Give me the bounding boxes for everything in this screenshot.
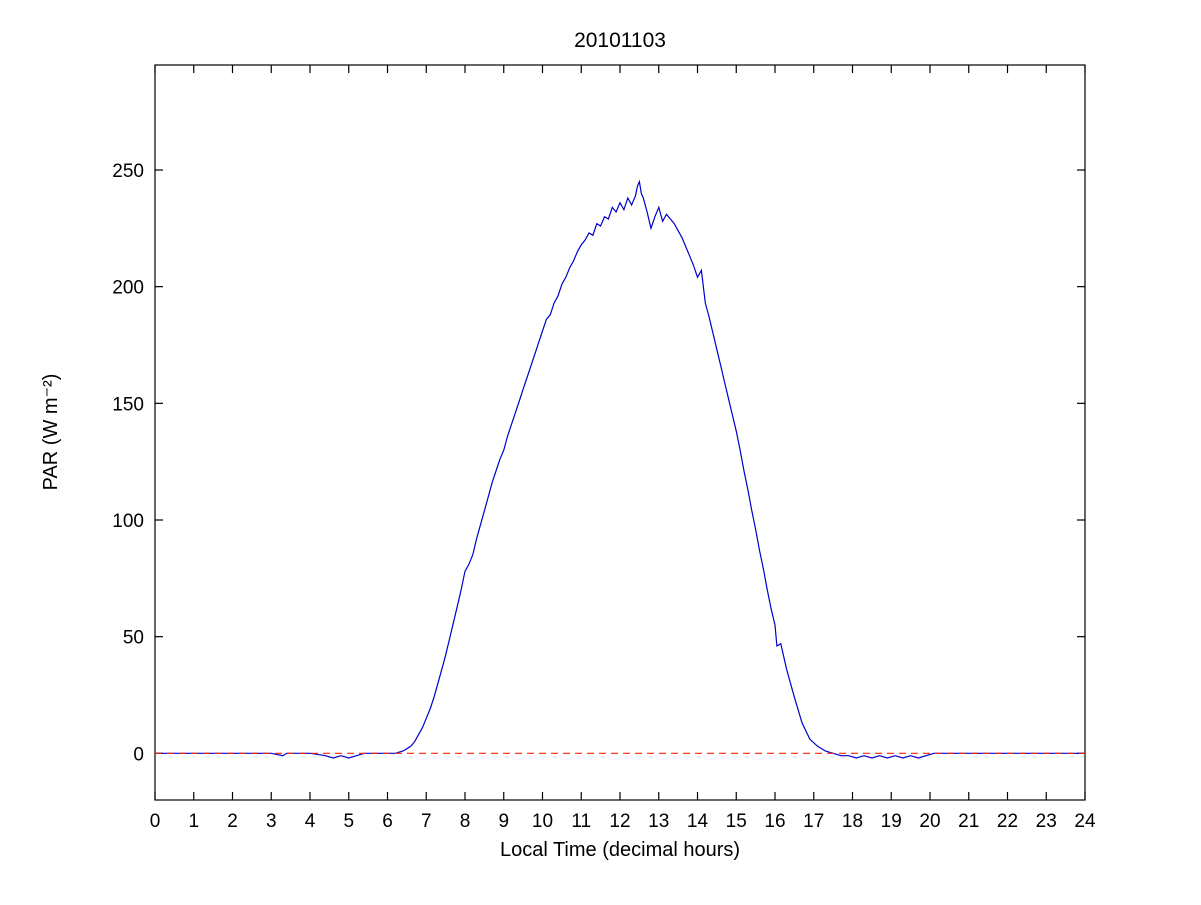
x-tick-label: 15 (726, 811, 747, 832)
par-series-line (155, 179, 1085, 759)
y-axis-label: PAR (W m⁻²) (40, 374, 62, 491)
x-tick-label: 3 (266, 811, 277, 832)
x-tick-label: 11 (571, 811, 591, 832)
x-tick-label: 23 (1036, 811, 1057, 832)
y-tick-label: 50 (123, 628, 144, 649)
x-tick-label: 8 (460, 811, 471, 832)
x-tick-label: 16 (764, 811, 785, 832)
x-tick-label: 5 (343, 811, 354, 832)
axes: 0 1 2 3 4 5 6 7 8 9 10 11 12 13 14 15 16 17 18 19 20 21 22 23 24… (112, 64, 1096, 832)
x-tick-label: 1 (188, 811, 199, 832)
x-tick-label: 4 (305, 811, 316, 832)
x-tick-label: 10 (532, 811, 553, 832)
x-tick-label: 7 (421, 811, 432, 832)
y-tick-label: 250 (112, 161, 144, 182)
x-tick-label: 14 (687, 811, 709, 832)
x-tick-label: 9 (498, 811, 509, 832)
y-tick-label: 150 (112, 394, 144, 415)
axis-box (154, 64, 1086, 801)
x-tick-label: 24 (1074, 811, 1096, 832)
x-tick-label: 19 (881, 811, 902, 832)
y-tick-label: 200 (112, 278, 144, 299)
chart-title: 20101103 (574, 29, 666, 52)
x-tick-label: 6 (382, 811, 393, 832)
x-tick-label: 21 (958, 811, 979, 832)
x-tick-label: 22 (997, 811, 1018, 832)
y-tick-label: 0 (133, 744, 144, 765)
x-tick-label: 2 (227, 811, 238, 832)
x-axis-label: Local Time (decimal hours) (500, 839, 740, 861)
y-tick-label: 100 (112, 511, 144, 532)
x-tick-label: 0 (150, 811, 161, 832)
x-tick-label: 20 (919, 811, 940, 832)
x-tick-label: 18 (842, 811, 863, 832)
x-tick-label: 17 (803, 811, 824, 832)
x-tick-label: 12 (609, 811, 630, 832)
x-tick-label: 13 (648, 811, 669, 832)
data-series (155, 179, 1085, 759)
